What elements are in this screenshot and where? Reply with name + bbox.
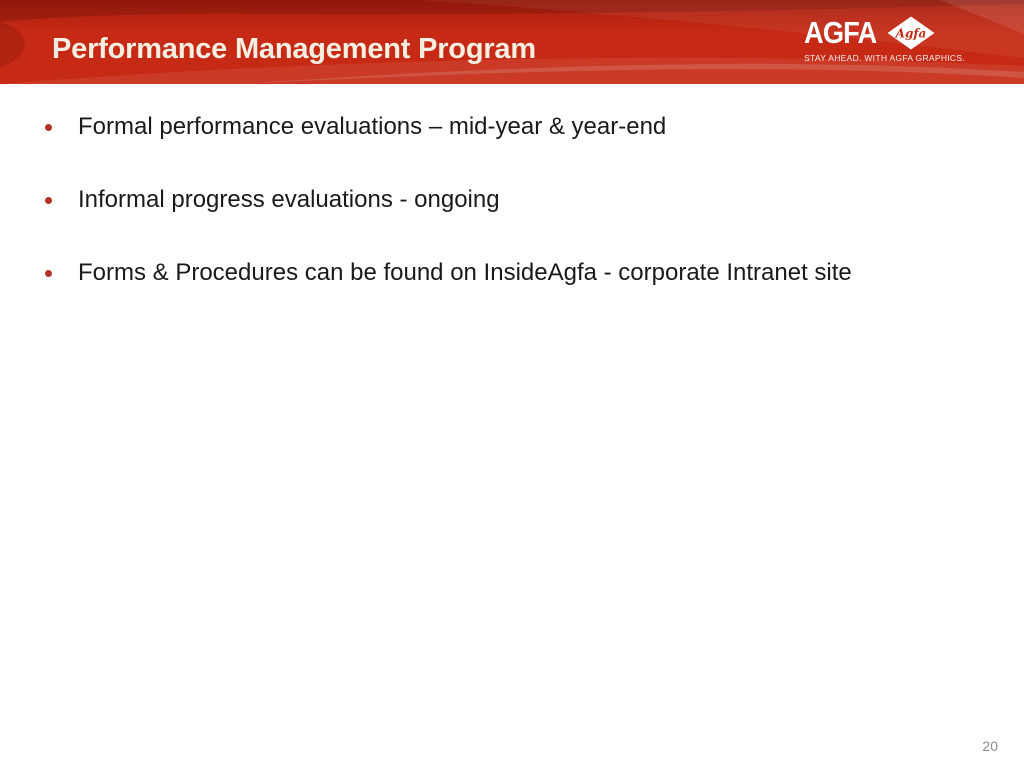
bullet-text: Informal progress evaluations - ongoing	[78, 186, 500, 213]
bullet-text: Forms & Procedures can be found on Insid…	[78, 259, 852, 286]
page-number: 20	[982, 738, 998, 754]
list-item: Forms & Procedures can be found on Insid…	[45, 258, 984, 288]
list-item: Informal progress evaluations - ongoing	[45, 185, 984, 215]
bullet-text: Formal performance evaluations – mid-yea…	[78, 113, 667, 140]
bullet-dot	[45, 197, 52, 204]
slide-header: Performance Management Program AGFA Agfa…	[0, 0, 1024, 84]
bullet-dot	[45, 270, 52, 277]
list-item: Formal performance evaluations – mid-yea…	[45, 112, 984, 142]
agfa-tagline: STAY AHEAD. WITH AGFA GRAPHICS.	[804, 53, 965, 63]
agfa-wordmark: AGFA	[804, 15, 877, 50]
bullet-list: Formal performance evaluations – mid-yea…	[45, 112, 984, 331]
agfa-diamond-icon: Agfa	[887, 16, 935, 50]
agfa-logo-row: AGFA Agfa	[804, 16, 935, 50]
header-swoosh-graphic	[0, 0, 1024, 84]
agfa-logo: AGFA Agfa STAY AHEAD. WITH AGFA GRAPHICS…	[804, 16, 965, 64]
bullet-dot	[45, 124, 52, 131]
agfa-diamond-text: Agfa	[895, 27, 927, 41]
slide-title: Performance Management Program	[52, 33, 536, 65]
